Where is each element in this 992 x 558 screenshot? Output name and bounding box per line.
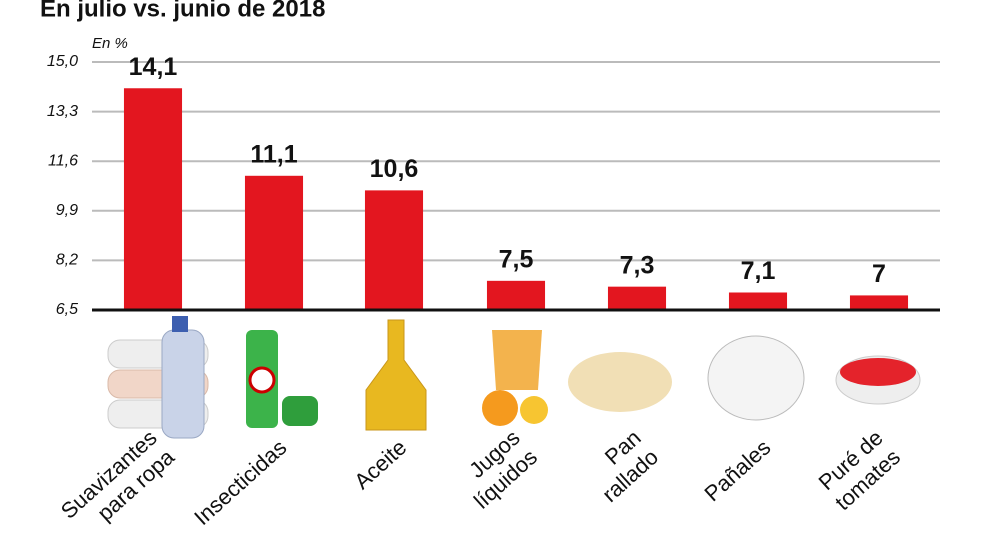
chart-title: En julio vs. junio de 2018 — [40, 0, 325, 22]
value-label: 10,6 — [370, 155, 419, 183]
diaper — [707, 335, 805, 421]
x-tick-label: Panrallado — [580, 425, 663, 507]
bar — [486, 280, 546, 310]
y-tick-label: 13,3 — [47, 103, 78, 120]
x-tick-label: Puré detomates — [813, 425, 905, 515]
bar — [607, 286, 667, 310]
y-tick-label: 8,2 — [56, 252, 78, 269]
y-axis-label: En % — [92, 35, 128, 52]
y-tick-label: 9,9 — [56, 202, 78, 219]
bar — [364, 190, 424, 310]
x-tick-label: Suavizantespara ropa — [56, 424, 180, 543]
x-tick-label-line: Aceite — [349, 434, 411, 494]
value-label: 14,1 — [129, 53, 178, 81]
x-tick-label-line: Pañales — [699, 434, 775, 506]
x-tick-label: Aceite — [349, 434, 411, 494]
bar — [123, 88, 183, 311]
oil-bottle — [365, 319, 427, 431]
cap — [282, 396, 318, 426]
value-label: 7,3 — [620, 251, 655, 279]
value-label: 7 — [872, 260, 886, 288]
y-tick-label: 6,5 — [56, 301, 78, 318]
x-tick-label: Jugoslíquidos — [451, 425, 541, 514]
lemon — [520, 396, 548, 424]
value-label: 11,1 — [250, 140, 297, 168]
orange — [482, 390, 518, 426]
x-tick-label: Pañales — [699, 434, 775, 506]
y-tick-label: 11,6 — [48, 152, 78, 169]
y-tick-label: 15,0 — [47, 53, 78, 70]
x-tick-label: Insecticidas — [189, 434, 291, 529]
bottle — [161, 329, 205, 439]
bar — [728, 292, 788, 310]
breadcrumbs — [568, 352, 672, 412]
no-bug — [248, 366, 276, 394]
value-label: 7,5 — [499, 245, 534, 273]
cap — [172, 316, 188, 332]
bar — [244, 175, 304, 310]
product-icons — [107, 316, 921, 439]
x-tick-label-line: Insecticidas — [189, 434, 291, 529]
juice-jug — [492, 330, 542, 390]
value-label: 7,1 — [741, 257, 776, 285]
bar — [849, 295, 909, 310]
tomato-puree — [840, 358, 916, 386]
